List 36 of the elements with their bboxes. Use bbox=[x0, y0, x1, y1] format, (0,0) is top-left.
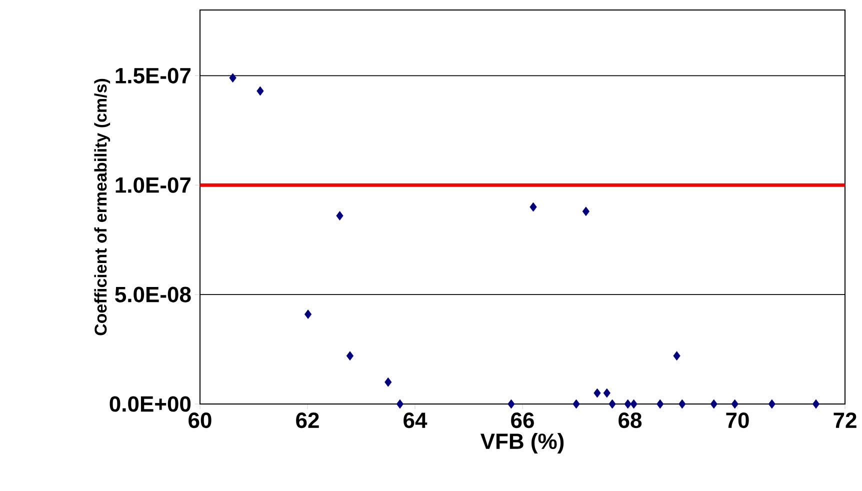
x-tick-label: 64 bbox=[404, 412, 428, 428]
x-tick-label: 60 bbox=[188, 412, 212, 428]
point bbox=[304, 310, 312, 319]
point bbox=[384, 377, 392, 387]
point bbox=[594, 388, 601, 398]
point bbox=[678, 399, 686, 409]
y-tick-label: 0.0E+00 bbox=[110, 396, 191, 412]
x-tick-label: 62 bbox=[296, 412, 319, 428]
y-axis-title: Coefficient of ermeability (cm/s) bbox=[94, 78, 110, 336]
point bbox=[768, 399, 776, 409]
point bbox=[624, 399, 632, 409]
point bbox=[731, 399, 738, 409]
x-tick-label: 70 bbox=[726, 412, 749, 428]
point bbox=[812, 399, 820, 409]
point bbox=[530, 202, 537, 212]
point bbox=[396, 399, 404, 409]
point bbox=[256, 86, 264, 96]
point bbox=[673, 351, 680, 361]
point bbox=[608, 399, 616, 409]
y-tick-label: 5.0E-08 bbox=[115, 286, 191, 302]
point bbox=[346, 351, 354, 361]
x-tick-label: 72 bbox=[834, 412, 856, 428]
point bbox=[229, 73, 236, 83]
x-tick-label: 66 bbox=[511, 412, 534, 428]
point bbox=[710, 399, 718, 409]
point bbox=[572, 399, 580, 409]
point bbox=[630, 399, 638, 409]
point bbox=[582, 206, 590, 216]
point bbox=[508, 399, 515, 409]
x-axis-title: VFB (%) bbox=[480, 432, 564, 454]
y-tick-label: 1.0E-07 bbox=[116, 177, 191, 193]
point bbox=[603, 388, 610, 398]
point bbox=[656, 399, 664, 409]
y-tick-label: 1.5E-07 bbox=[116, 68, 191, 84]
point bbox=[336, 211, 344, 220]
x-tick-label: 68 bbox=[618, 412, 642, 428]
